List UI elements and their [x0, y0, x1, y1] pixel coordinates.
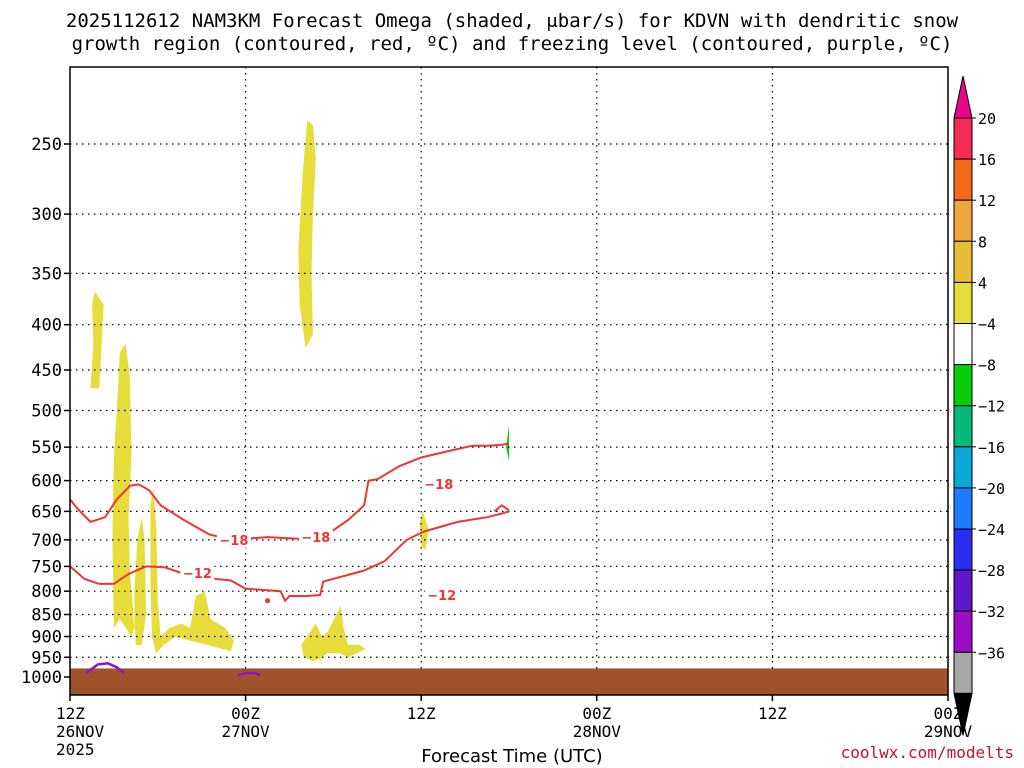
- contour-label-bg-4: [424, 587, 459, 604]
- colorbar-swatch-2: [953, 199, 973, 242]
- y-tick-label-850: 850: [31, 606, 62, 626]
- freezing-level-contour-1: [237, 671, 261, 677]
- colorbar-label-7: −12: [978, 398, 1005, 416]
- colorbar-swatch-6: [953, 364, 973, 407]
- y-tick-label-250: 250: [31, 135, 62, 155]
- y-axis-ticks: 2503003504004505005506006507007508008509…: [21, 135, 70, 688]
- y-tick-label-750: 750: [31, 557, 62, 577]
- plot-border: [69, 66, 949, 696]
- colorbar-bottom-arrow: [953, 692, 973, 736]
- x-tick-label-48-0: 12Z: [758, 704, 787, 723]
- y-tick-label-700: 700: [31, 531, 62, 551]
- omega-shading-region-2: [134, 517, 147, 645]
- contour-label-bg-2: [216, 531, 251, 548]
- credit-link[interactable]: coolwx.com/modelts: [840, 743, 1014, 762]
- y-tick-label-800: 800: [31, 582, 62, 602]
- temp-contour-2: [69, 510, 510, 603]
- x-axis-label: Forecast Time (UTC): [421, 746, 603, 767]
- x-tick-label-24-0: 12Z: [407, 704, 436, 723]
- temp-contour-1: [493, 504, 510, 513]
- y-tick-label-1000: 1000: [21, 668, 62, 688]
- y-tick-label-900: 900: [31, 627, 62, 647]
- colorbar-swatch-10: [953, 528, 973, 571]
- omega-shading-region-0: [90, 291, 104, 389]
- y-tick-label-300: 300: [31, 205, 62, 225]
- omega-shading-region-1: [112, 343, 135, 637]
- colorbar: 20 16 12 8 4 −4 −8 −12 −16 −20 −24 −28 −32 −36: [953, 75, 1005, 736]
- colorbar-swatch-8: [953, 446, 973, 489]
- y-tick-label-600: 600: [31, 472, 62, 492]
- colorbar-label-3: 8: [978, 233, 987, 251]
- x-tick-label-60-0: 00Z: [934, 704, 963, 723]
- omega-shading-region-3: [150, 487, 234, 654]
- contour-label-2: −18: [219, 534, 248, 549]
- temp-contour-0: [69, 442, 510, 541]
- contour-label-4: −12: [427, 589, 456, 604]
- colorbar-swatch-11: [953, 569, 973, 612]
- temperature-contour-layer: [69, 442, 510, 677]
- colorbar-swatch-1: [953, 158, 973, 201]
- omega-shading-region-5: [298, 120, 316, 348]
- y-tick-label-350: 350: [31, 264, 62, 284]
- x-tick-label-36-0: 00Z: [582, 704, 611, 723]
- chart-title-line-2: growth region (contoured, red, ºC) and f…: [71, 33, 953, 55]
- colorbar-top-arrow: [953, 75, 973, 119]
- colorbar-label-0: 20: [978, 110, 996, 128]
- colorbar-label-9: −20: [978, 480, 1005, 498]
- freezing-level-contour-0: [85, 662, 125, 675]
- contour-label-bg-1: [421, 475, 456, 492]
- colorbar-swatch-4: [953, 281, 973, 324]
- contour-label-1: −18: [424, 478, 453, 493]
- colorbar-label-13: −36: [978, 644, 1005, 662]
- colorbar-swatch-13: [953, 651, 973, 694]
- colorbar-label-5: −4: [978, 316, 996, 334]
- y-tick-label-950: 950: [31, 648, 62, 668]
- colorbar-label-1: 16: [978, 151, 996, 169]
- y-tick-label-400: 400: [31, 316, 62, 336]
- colorbar-label-12: −32: [978, 603, 1005, 621]
- colorbar-label-2: 12: [978, 192, 996, 210]
- colorbar-label-6: −8: [978, 357, 996, 375]
- colorbar-label-8: −16: [978, 439, 1005, 457]
- colorbar-label-4: 4: [978, 274, 987, 292]
- colorbar-swatch-7: [953, 405, 973, 448]
- x-tick-label-0-2: 2025: [56, 740, 95, 759]
- colorbar-swatch-5: [953, 323, 973, 366]
- contour-dot: [264, 598, 271, 604]
- x-tick-label-12-0: 00Z: [231, 704, 260, 723]
- terrain-fill: [70, 668, 948, 695]
- chart-title-line-1: 2025112612 NAM3KM Forecast Omega (shaded…: [65, 10, 959, 32]
- plot-frame: [69, 66, 949, 696]
- colorbar-label-11: −28: [978, 562, 1005, 580]
- x-tick-label-0-1: 26NOV: [56, 722, 105, 741]
- x-tick-label-0-0: 12Z: [56, 704, 85, 723]
- colorbar-swatch-12: [953, 610, 973, 653]
- y-tick-label-450: 450: [31, 361, 62, 381]
- x-tick-label-60-1: 29NOV: [924, 722, 973, 741]
- terrain-layer: [70, 668, 948, 695]
- x-tick-label-12-1: 27NOV: [222, 722, 271, 741]
- contour-label-bg-3: [180, 564, 215, 581]
- contour-label-0: −18: [301, 531, 330, 546]
- y-tick-label-500: 500: [31, 402, 62, 422]
- colorbar-swatch-0: [953, 117, 973, 160]
- y-tick-label-550: 550: [31, 438, 62, 458]
- contour-label-layer: −18 −18 −18 −12 −12: [180, 475, 459, 604]
- colorbar-label-10: −24: [978, 521, 1005, 539]
- omega-shading-layer: [90, 120, 509, 662]
- contour-label-3: −12: [183, 567, 212, 582]
- x-tick-label-36-1: 28NOV: [573, 722, 622, 741]
- colorbar-swatch-3: [953, 240, 973, 283]
- contour-label-bg-0: [298, 529, 333, 546]
- colorbar-swatch-9: [953, 487, 973, 530]
- y-tick-label-650: 650: [31, 502, 62, 522]
- omega-shading-region-4: [301, 605, 366, 662]
